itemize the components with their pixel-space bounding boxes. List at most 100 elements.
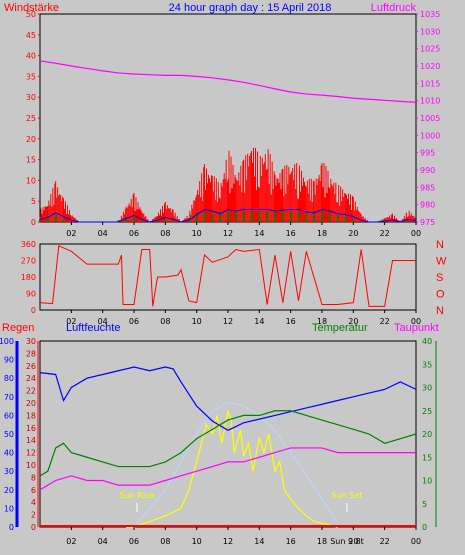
x-tick-label: 22: [380, 317, 390, 326]
rain-tick-label: 20: [26, 399, 36, 408]
x-tick-label: 22: [380, 229, 390, 238]
x-tick-label: 20: [348, 317, 358, 326]
x-tick-label: 16: [286, 229, 296, 238]
rain-label: Regen: [2, 322, 34, 334]
rain-tick-label: 10: [26, 461, 36, 470]
temperature-tick-label: 10: [422, 477, 432, 486]
pressure-tick-label: 995: [420, 149, 435, 158]
x-tick-label: 20: [348, 537, 358, 546]
x-tick-label: 18: [317, 229, 327, 238]
pressure-tick-label: 1030: [420, 27, 440, 36]
pressure-tick-label: 1015: [420, 79, 440, 88]
rain-tick-label: 30: [26, 337, 36, 346]
direction-tick-label: 0: [31, 306, 36, 315]
humidity-tick-label: 60: [4, 411, 14, 420]
plot-area: [39, 340, 417, 528]
pressure-tick-label: 1020: [420, 62, 440, 71]
temperature-tick-label: 40: [422, 337, 432, 346]
temperature-label: Temperatur: [312, 322, 368, 334]
direction-tick-label: 90: [26, 290, 36, 299]
wind-tick-label: 25: [26, 114, 36, 123]
x-tick-label: 10: [192, 317, 202, 326]
pressure-tick-label: 1005: [420, 114, 440, 123]
pressure-tick-label: 1010: [420, 97, 440, 106]
x-tick-label: 00: [411, 229, 421, 238]
rain-tick-label: 8: [31, 473, 36, 482]
humidity-temperature-panel: 0102030405060708090100024681012141618202…: [0, 337, 437, 546]
wind-tick-label: 5: [31, 197, 36, 206]
rain-tick-label: 12: [26, 449, 36, 458]
temperature-tick-label: 5: [422, 500, 427, 509]
rain-tick-label: 28: [26, 349, 36, 358]
rain-tick-label: 22: [26, 387, 36, 396]
x-tick-label: 06: [129, 537, 139, 546]
humidity-tick-label: 40: [4, 449, 14, 458]
x-tick-label: 16: [286, 537, 296, 546]
rain-tick-label: 6: [31, 486, 36, 495]
sunset-label: Sun Set: [332, 491, 363, 500]
x-tick-label: 04: [98, 537, 108, 546]
pressure-line: [39, 60, 417, 103]
x-tick-label: 14: [254, 317, 264, 326]
pressure-tick-label: 1025: [420, 45, 440, 54]
x-tick-label: 06: [129, 229, 139, 238]
wind-tick-label: 10: [26, 176, 36, 185]
wind-tick-label: 50: [26, 10, 36, 19]
wind-strength-series: [39, 147, 417, 223]
rain-tick-label: 18: [26, 411, 36, 420]
x-tick-label: 08: [160, 317, 170, 326]
humidity-tick-label: 20: [4, 486, 14, 495]
x-tick-label: 02: [66, 317, 76, 326]
humidity-label: Luftfeuchte: [66, 322, 120, 334]
x-tick-label: 14: [254, 537, 264, 546]
x-tick-label: 22: [380, 537, 390, 546]
humidity-line: [39, 366, 417, 431]
wind-tick-label: 15: [26, 156, 36, 165]
x-tick-label: 08: [160, 537, 170, 546]
chart-title: 24 hour graph day : 15 April 2018: [169, 2, 332, 14]
humidity-tick-label: 30: [4, 467, 14, 476]
pressure-tick-label: 980: [420, 201, 435, 210]
dewpoint-line: [39, 447, 416, 491]
x-tick-label: 04: [98, 317, 108, 326]
dewpoint-label: Taupunkt: [394, 322, 439, 334]
humidity-tick-label: 10: [4, 504, 14, 513]
wind-direction-line: [39, 245, 416, 307]
temperature-tick-label: 30: [422, 384, 432, 393]
x-tick-label: 06: [129, 317, 139, 326]
humidity-tick-label: 90: [4, 356, 14, 365]
wind-tick-label: 40: [26, 52, 36, 61]
humidity-tick-label: 100: [0, 337, 14, 346]
temperature-tick-label: 15: [422, 453, 432, 462]
compass-label: O: [436, 289, 445, 301]
humidity-tick-label: 0: [9, 523, 14, 532]
compass-label: W: [436, 256, 447, 268]
rain-tick-label: 0: [31, 523, 36, 532]
wind-tick-label: 45: [26, 31, 36, 40]
wind-tick-label: 35: [26, 72, 36, 81]
direction-tick-label: 180: [21, 273, 36, 282]
temperature-tick-label: 25: [422, 407, 432, 416]
sun-time-label: Sun 9 8t: [330, 537, 364, 546]
pressure-tick-label: 990: [420, 166, 435, 175]
pressure-tick-label: 1000: [420, 131, 440, 140]
compass-label: S: [436, 272, 443, 284]
temperature-tick-label: 20: [422, 430, 432, 439]
x-tick-label: 10: [192, 229, 202, 238]
plot-area: [39, 243, 417, 311]
x-tick-label: 18: [317, 317, 327, 326]
humidity-tick-label: 50: [4, 430, 14, 439]
humidity-tick-label: 80: [4, 374, 14, 383]
x-tick-label: 12: [223, 537, 233, 546]
x-tick-label: 16: [286, 317, 296, 326]
wind-tick-label: 20: [26, 135, 36, 144]
rain-tick-label: 2: [31, 511, 36, 520]
temperature-tick-label: 35: [422, 360, 432, 369]
pressure-tick-label: 1035: [420, 10, 440, 19]
x-tick-label: 12: [223, 317, 233, 326]
air-pressure-label: Luftdruck: [371, 2, 417, 14]
x-tick-label: 04: [98, 229, 108, 238]
x-tick-label: 12: [223, 229, 233, 238]
